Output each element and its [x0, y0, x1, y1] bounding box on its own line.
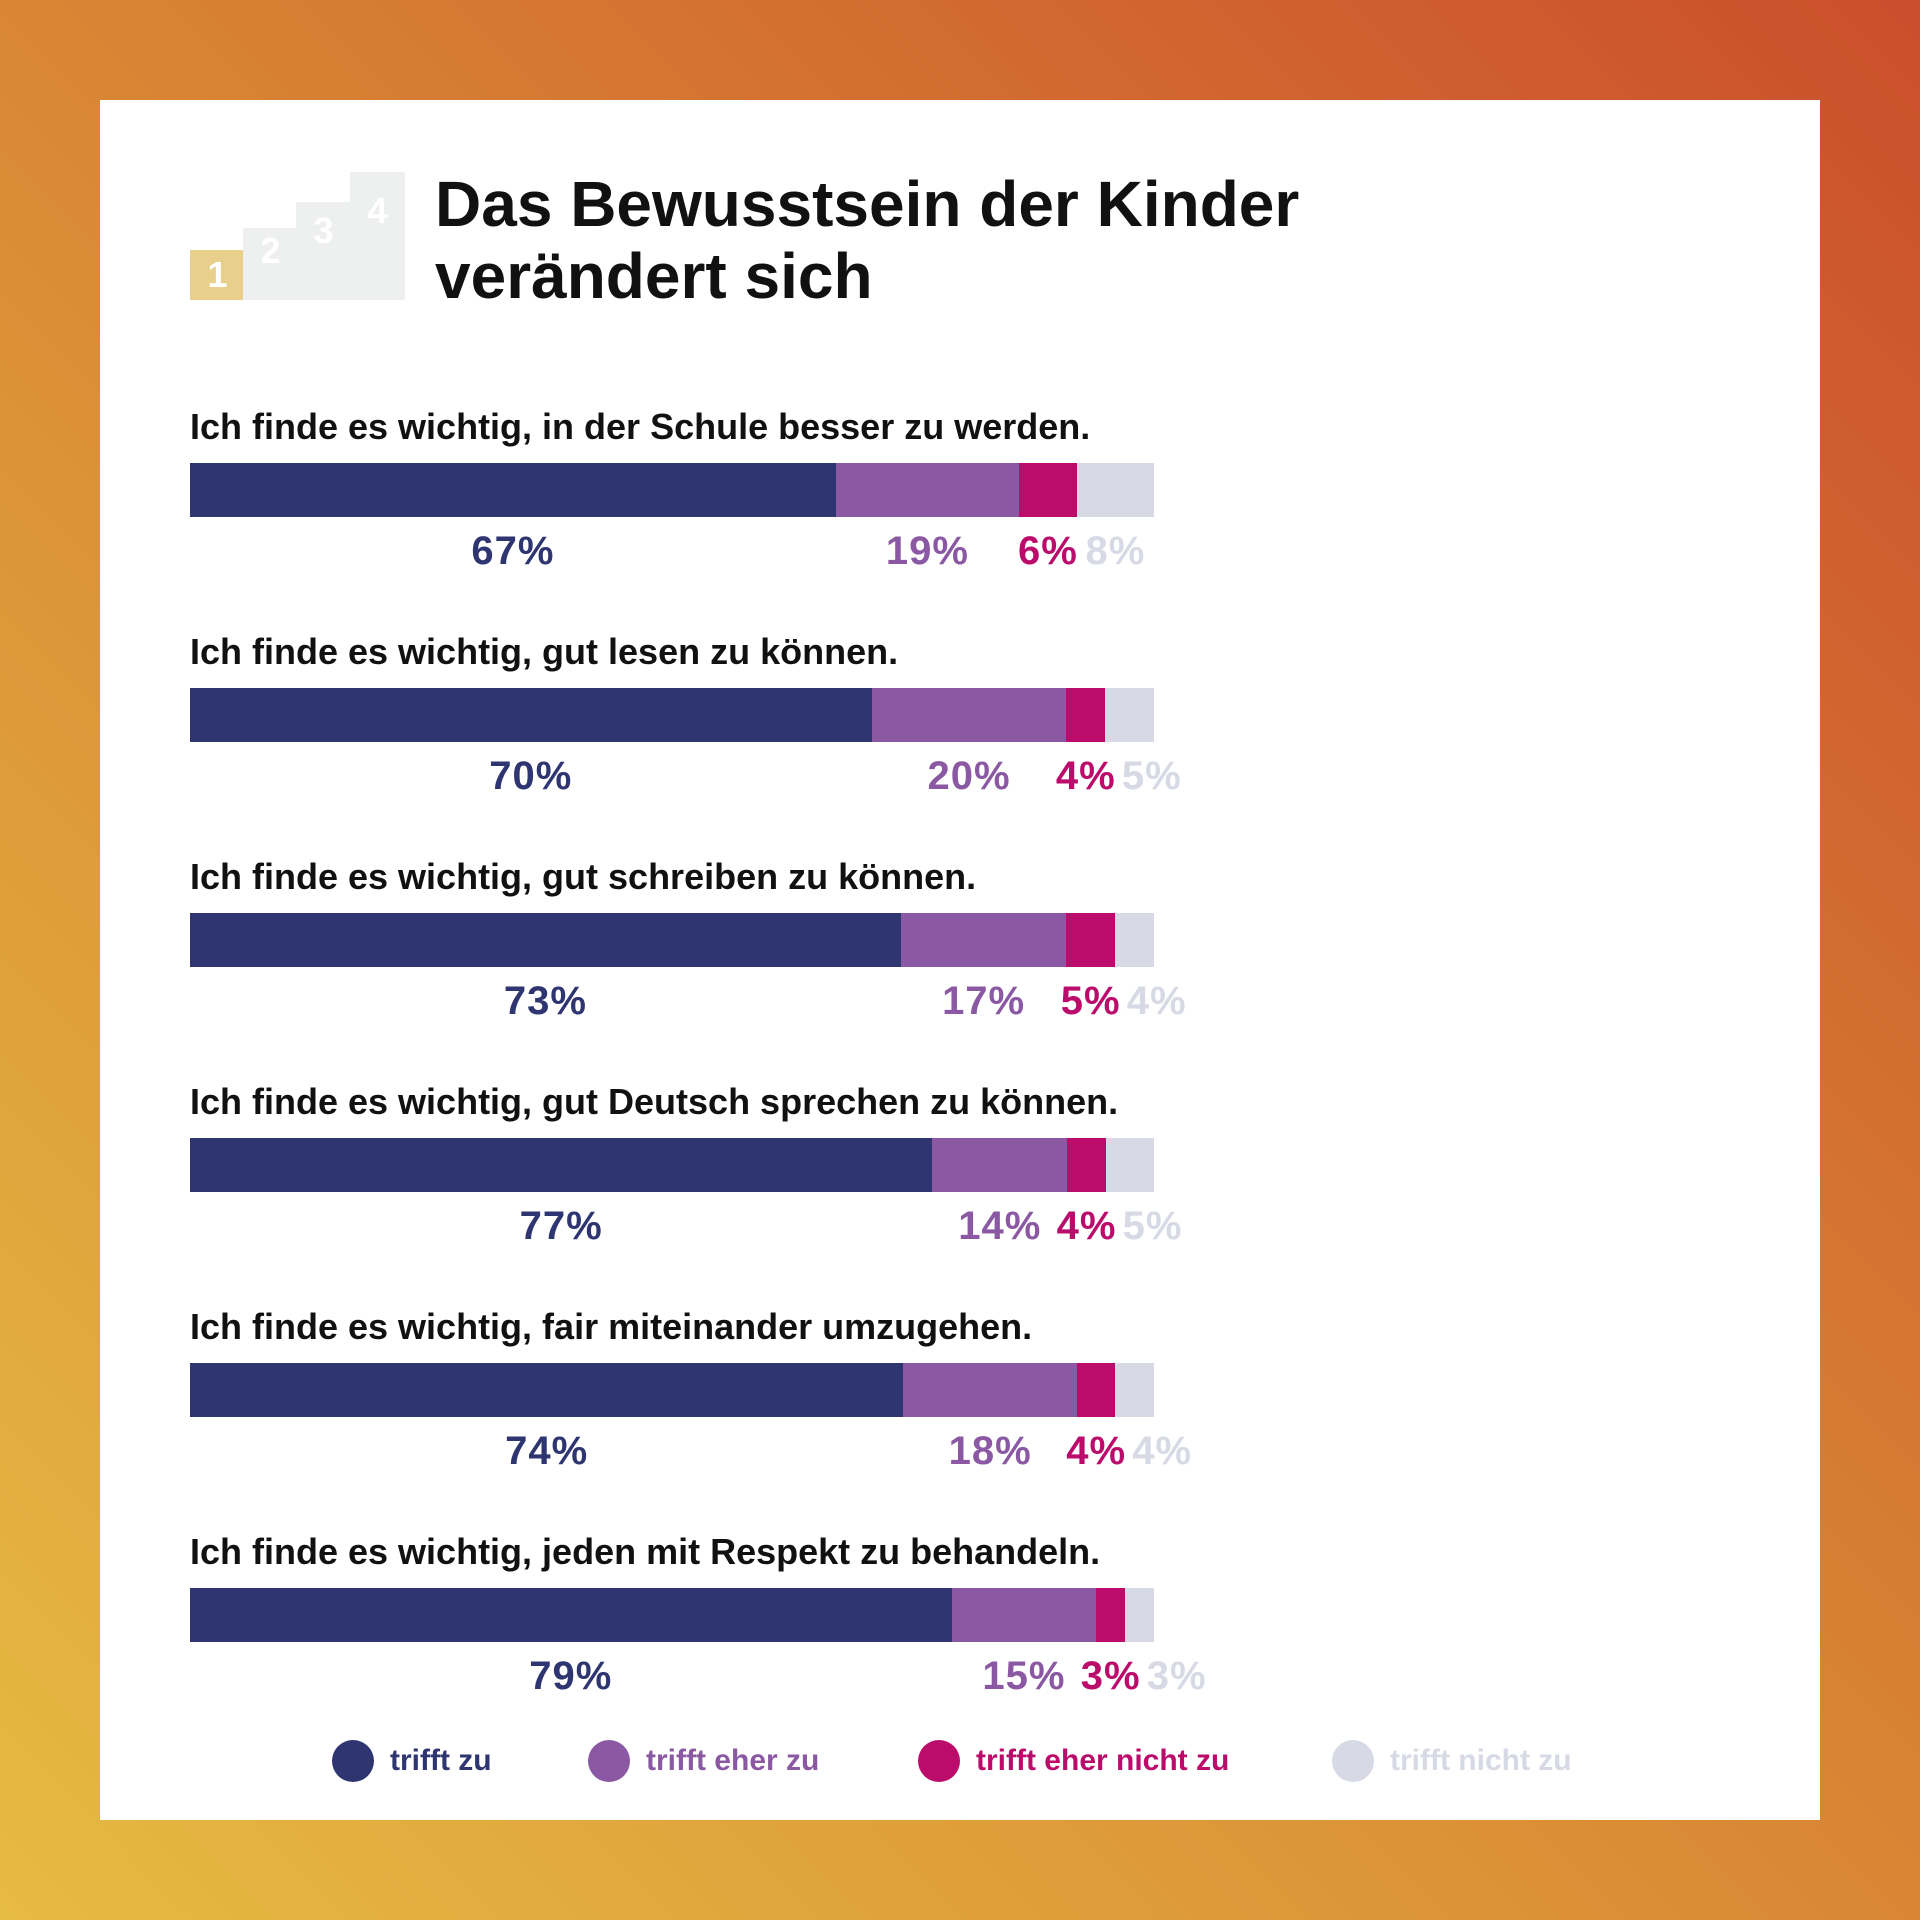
question-row: Ich finde es wichtig, jeden mit Respekt …	[190, 1525, 1590, 1750]
legend-label: trifft eher nicht zu	[976, 1744, 1230, 1777]
question-text: Ich finde es wichtig, gut Deutsch sprech…	[190, 1081, 1119, 1122]
bar-segment-trifft-eher-zu	[900, 913, 1067, 967]
bar-segment-trifft-nicht-zu	[1125, 1588, 1154, 1642]
question-text: Ich finde es wichtig, in der Schule bess…	[190, 406, 1091, 447]
legend-label: trifft eher zu	[646, 1744, 820, 1777]
podium-step-4: 4	[350, 172, 405, 300]
bar-segment-trifft-nicht-zu	[1115, 1363, 1154, 1417]
chart-card: 1 2 3 4 Das Bewusstsein der Kinder veränd…	[100, 100, 1820, 1820]
podium-step-1: 1	[190, 250, 245, 300]
data-label-trifft-nicht-zu: 3%	[1146, 1654, 1207, 1698]
bar-segment-trifft-eher-nicht-zu	[1066, 688, 1106, 742]
bar-segment-trifft-zu	[190, 688, 872, 742]
bar-segment-trifft-zu	[190, 1363, 904, 1417]
question-text: Ich finde es wichtig, fair miteinander u…	[190, 1306, 1033, 1347]
bar-segment-trifft-eher-zu	[903, 1363, 1077, 1417]
data-label-trifft-eher-nicht-zu: 4%	[1056, 1204, 1117, 1248]
question-row: Ich finde es wichtig, in der Schule bess…	[190, 400, 1590, 625]
stacked-bar	[190, 1588, 1154, 1642]
bar-segment-trifft-nicht-zu	[1076, 463, 1154, 517]
podium-icon: 1 2 3 4	[190, 172, 405, 300]
stacked-bar	[190, 463, 1154, 517]
legend-label: trifft zu	[390, 1744, 492, 1777]
data-label-trifft-eher-nicht-zu: 6%	[1018, 529, 1078, 573]
bar-segment-trifft-eher-nicht-zu	[1066, 913, 1116, 967]
data-label-trifft-eher-nicht-zu: 4%	[1055, 754, 1116, 798]
stacked-bar	[190, 688, 1154, 742]
data-label-trifft-zu: 67%	[471, 529, 555, 573]
stacked-bar	[190, 913, 1154, 967]
bar-segment-trifft-eher-zu	[932, 1138, 1068, 1192]
bar-segment-trifft-eher-nicht-zu	[1076, 1363, 1116, 1417]
data-label-trifft-nicht-zu: 5%	[1122, 1204, 1183, 1248]
stacked-bar	[190, 1363, 1154, 1417]
data-label-trifft-eher-zu: 20%	[927, 754, 1011, 798]
data-label-trifft-eher-nicht-zu: 3%	[1080, 1654, 1141, 1698]
bar-segment-trifft-eher-nicht-zu	[1067, 1138, 1106, 1192]
legend-item-trifft-zu: trifft zu	[332, 1740, 492, 1782]
bar-segment-trifft-eher-nicht-zu	[1019, 463, 1077, 517]
bar-segment-trifft-zu	[190, 1588, 952, 1642]
data-label-trifft-nicht-zu: 8%	[1085, 529, 1146, 573]
data-label-trifft-eher-nicht-zu: 4%	[1066, 1429, 1127, 1473]
data-label-trifft-eher-nicht-zu: 5%	[1060, 979, 1121, 1023]
data-label-trifft-eher-zu: 15%	[982, 1654, 1066, 1698]
bar-segment-trifft-nicht-zu	[1115, 913, 1154, 967]
stacked-bar	[190, 1138, 1154, 1192]
data-label-trifft-zu: 79%	[529, 1654, 613, 1698]
data-label-trifft-zu: 73%	[503, 979, 587, 1023]
data-label-trifft-eher-zu: 17%	[942, 979, 1026, 1023]
legend-swatch	[588, 1740, 630, 1782]
question-row: Ich finde es wichtig, fair miteinander u…	[190, 1300, 1590, 1525]
legend-item-trifft-eher-nicht-zu: trifft eher nicht zu	[918, 1740, 1229, 1782]
question-text: Ich finde es wichtig, jeden mit Respekt …	[190, 1531, 1101, 1572]
bar-segment-trifft-nicht-zu	[1105, 1138, 1154, 1192]
question-row: Ich finde es wichtig, gut Deutsch sprech…	[190, 1075, 1590, 1300]
questions-list: Ich finde es wichtig, in der Schule bess…	[190, 400, 1590, 1750]
legend-label: trifft nicht zu	[1390, 1744, 1572, 1777]
bar-segment-trifft-zu	[190, 913, 901, 967]
data-label-trifft-eher-zu: 14%	[958, 1204, 1042, 1248]
bar-segment-trifft-eher-nicht-zu	[1096, 1588, 1126, 1642]
data-label-trifft-eher-zu: 18%	[948, 1429, 1032, 1473]
bar-segment-trifft-zu	[190, 1138, 933, 1192]
question-row: Ich finde es wichtig, gut schreiben zu k…	[190, 850, 1590, 1075]
data-label-trifft-nicht-zu: 5%	[1121, 754, 1182, 798]
data-label-trifft-nicht-zu: 4%	[1132, 1429, 1193, 1473]
data-label-trifft-zu: 74%	[505, 1429, 589, 1473]
legend-swatch	[1332, 1740, 1374, 1782]
question-text: Ich finde es wichtig, gut lesen zu könne…	[190, 631, 899, 672]
bar-segment-trifft-nicht-zu	[1105, 688, 1154, 742]
podium-step-2: 2	[243, 228, 298, 300]
data-label-trifft-eher-zu: 19%	[885, 529, 969, 573]
question-row: Ich finde es wichtig, gut lesen zu könne…	[190, 625, 1590, 850]
legend-swatch	[332, 1740, 374, 1782]
legend: trifft zu trifft eher zu trifft eher nicht…	[100, 1740, 1820, 1790]
podium-step-3: 3	[296, 202, 351, 300]
legend-swatch	[918, 1740, 960, 1782]
data-label-trifft-zu: 70%	[489, 754, 573, 798]
data-label-trifft-zu: 77%	[519, 1204, 603, 1248]
bar-segment-trifft-eher-zu	[951, 1588, 1097, 1642]
bar-segment-trifft-eher-zu	[871, 688, 1067, 742]
chart-title: Das Bewusstsein der Kinder verändert sich	[435, 168, 1300, 312]
bar-segment-trifft-zu	[190, 463, 836, 517]
legend-item-trifft-nicht-zu: trifft nicht zu	[1332, 1740, 1572, 1782]
legend-item-trifft-eher-zu: trifft eher zu	[588, 1740, 819, 1782]
question-text: Ich finde es wichtig, gut schreiben zu k…	[190, 856, 977, 897]
data-label-trifft-nicht-zu: 4%	[1126, 979, 1187, 1023]
bar-segment-trifft-eher-zu	[835, 463, 1020, 517]
